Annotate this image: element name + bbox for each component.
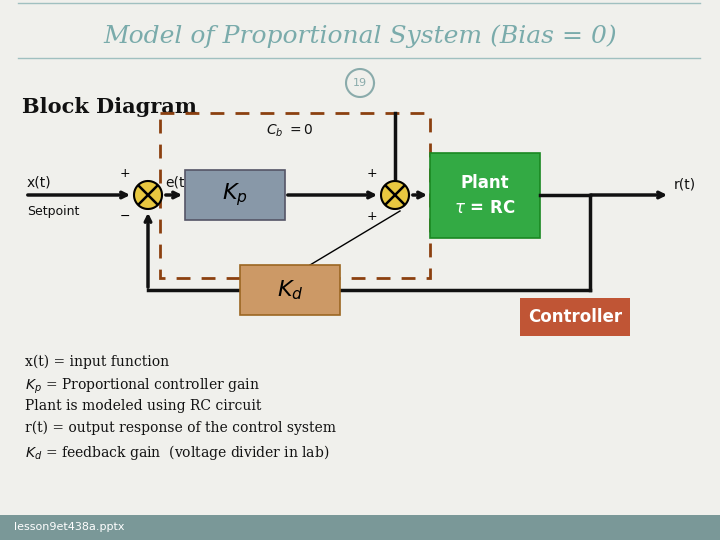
- Circle shape: [381, 181, 409, 209]
- Text: Block Diagram: Block Diagram: [22, 97, 197, 117]
- Text: +: +: [366, 210, 377, 223]
- Text: Setpoint: Setpoint: [27, 205, 79, 218]
- Text: $K_p$ = Proportional controller gain: $K_p$ = Proportional controller gain: [25, 377, 260, 396]
- Bar: [185, 170, 285, 220]
- Text: x(t): x(t): [27, 176, 52, 190]
- Text: lesson9et438a.pptx: lesson9et438a.pptx: [14, 522, 125, 532]
- Bar: [160, 113, 430, 278]
- Text: Plant is modeled using RC circuit: Plant is modeled using RC circuit: [25, 399, 261, 413]
- Text: +: +: [366, 167, 377, 180]
- Text: Model of Proportional System (Bias = 0): Model of Proportional System (Bias = 0): [103, 24, 617, 48]
- Bar: [240, 265, 340, 315]
- Text: Plant
$\tau$ = RC: Plant $\tau$ = RC: [454, 174, 516, 217]
- Text: −: −: [120, 210, 130, 223]
- Bar: [430, 153, 540, 238]
- Circle shape: [134, 181, 162, 209]
- Text: $C_b\ =0$: $C_b\ =0$: [266, 123, 313, 139]
- Text: Controller: Controller: [528, 308, 622, 326]
- Bar: [0, 515, 720, 540]
- Text: $K_d$ = feedback gain  (voltage divider in lab): $K_d$ = feedback gain (voltage divider i…: [25, 443, 329, 462]
- Text: $K_d$: $K_d$: [276, 278, 303, 302]
- Text: $K_p$: $K_p$: [222, 181, 248, 208]
- Bar: [520, 298, 630, 336]
- Text: 19: 19: [353, 78, 367, 88]
- Text: r(t): r(t): [674, 177, 696, 191]
- Text: +: +: [120, 167, 130, 180]
- Text: x(t) = input function: x(t) = input function: [25, 355, 169, 369]
- Text: r(t) = output response of the control system: r(t) = output response of the control sy…: [25, 421, 336, 435]
- Circle shape: [346, 70, 374, 97]
- Text: e(t): e(t): [165, 176, 190, 190]
